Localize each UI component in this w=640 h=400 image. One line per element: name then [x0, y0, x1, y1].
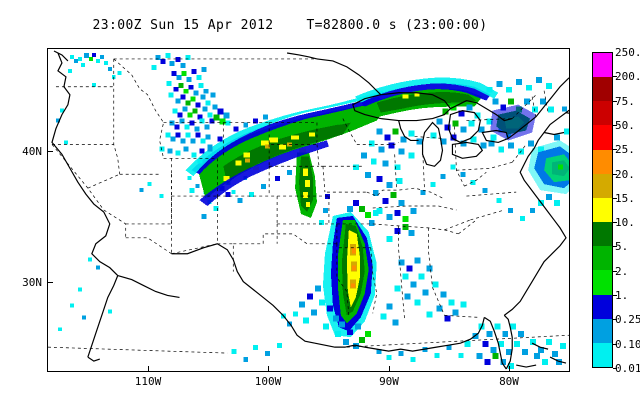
colorbar-label-0: 250.: [615, 46, 640, 59]
precip-great-lakes: [352, 77, 512, 242]
precip-northern-plains-band: [185, 90, 387, 225]
precip-southeast-cells: [380, 257, 467, 326]
x-tick-label-110w: 110W: [134, 375, 162, 388]
y-tick-mark-30n: [47, 282, 53, 283]
map-plot-area: [47, 48, 570, 372]
colorbar-tick-9: [613, 270, 617, 272]
colorbar-band-4: [593, 149, 612, 174]
colorbar-tick-13: [613, 368, 617, 369]
x-tick-label-80w: 80W: [499, 375, 519, 388]
precipitation-layer: [55, 52, 569, 370]
y-tick-label-40n: 40N: [22, 145, 42, 158]
colorbar-tick-2: [613, 100, 617, 102]
colorbar-tick-8: [613, 246, 617, 248]
x-tick-label-90w: 90W: [379, 375, 399, 388]
precip-southern-rockies: [57, 176, 248, 332]
colorbar-label-9: 2.: [615, 264, 629, 278]
colorbar-band-1: [593, 77, 612, 102]
colorbar-tick-1: [613, 76, 617, 78]
colorbar-label-3: 50.: [615, 118, 635, 132]
precip-mississippi-squall-line: [281, 200, 379, 350]
colorbar-label-10: 1.: [615, 289, 629, 303]
colorbar-band-0: [593, 53, 612, 78]
colorbar-tick-4: [613, 149, 617, 151]
x-tick-mark-80w: [509, 366, 510, 372]
map-canvas: [48, 50, 569, 370]
colorbar-label-1: 200.: [615, 70, 640, 84]
y-tick-label-30n: 30N: [22, 276, 42, 289]
x-tick-mark-90w: [389, 366, 390, 372]
precip-pacific-northwest: [55, 52, 122, 145]
colorbar-label-5: 20.: [615, 167, 635, 181]
colorbar-label-12: 0.10: [615, 337, 640, 351]
colorbar-tick-5: [613, 173, 617, 175]
colorbar-tick-11: [613, 319, 617, 321]
colorbar-label-8: 5.: [615, 240, 629, 254]
colorbar-label-6: 15.: [615, 191, 635, 205]
x-tick-label-100w: 100W: [254, 375, 282, 388]
colorbar-label-7: 10.: [615, 216, 635, 230]
colorbar-label-11: 0.25: [615, 313, 640, 327]
precip-gulf-coast: [231, 343, 464, 363]
colorbar-band-8: [593, 246, 612, 271]
colorbar-tick-3: [613, 124, 617, 126]
colorbar-tick-12: [613, 343, 617, 345]
colorbar-band-3: [593, 125, 612, 150]
colorbar-label-13: 0.01: [615, 362, 640, 375]
y-tick-mark-40n: [47, 151, 53, 152]
colorbar-band-11: [593, 318, 612, 343]
colorbar-tick-10: [613, 295, 617, 297]
colorbar-label-4: 25.: [615, 143, 635, 157]
colorbar-band-10: [593, 294, 612, 319]
colorbar-band-9: [593, 270, 612, 295]
colorbar-band-2: [593, 101, 612, 126]
x-tick-mark-110w: [148, 366, 149, 372]
colorbar: [592, 52, 613, 368]
figure-title: 23:00Z Sun 15 Apr 2012 T=82800.0 s (23:0…: [92, 18, 488, 33]
colorbar-band-5: [593, 173, 612, 198]
colorbar-band-6: [593, 197, 612, 223]
coastline-layer: [51, 50, 569, 370]
x-tick-mark-100w: [268, 366, 269, 372]
colorbar-tick-7: [613, 222, 617, 224]
colorbar-tick-6: [613, 197, 617, 199]
precip-northern-rockies: [151, 52, 231, 158]
colorbar-band-12: [593, 342, 612, 368]
colorbar-band-7: [593, 222, 612, 247]
colorbar-label-2: 75.: [615, 94, 635, 108]
precip-northeast: [420, 76, 569, 221]
